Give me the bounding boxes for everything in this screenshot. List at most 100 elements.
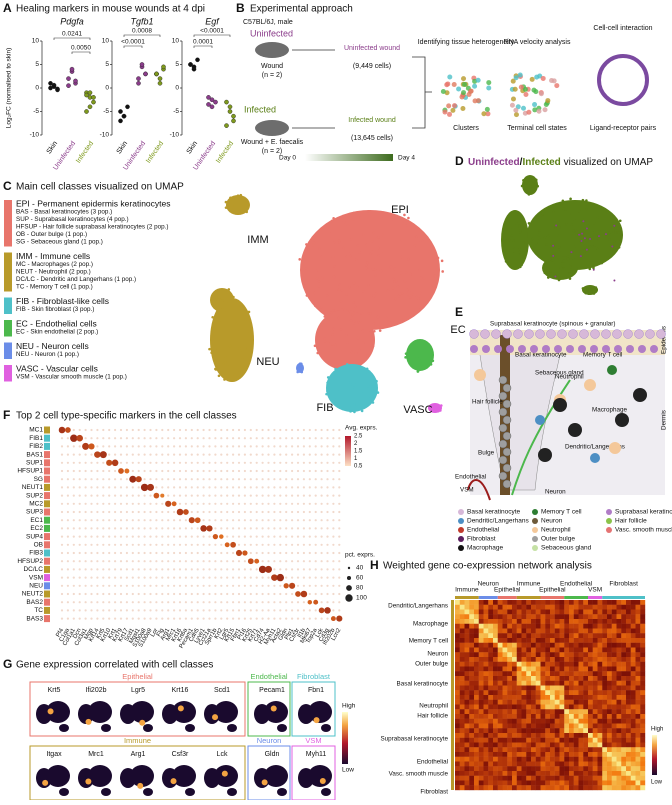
heatmap-cell xyxy=(516,775,522,781)
heatmap-cell xyxy=(459,623,465,629)
heatmap-cell xyxy=(455,609,460,615)
umap-dot xyxy=(562,207,565,211)
heatmap-cell xyxy=(474,604,479,610)
background-dot xyxy=(143,560,146,563)
background-dot xyxy=(119,551,123,555)
heatmap-cell xyxy=(559,623,565,629)
heatmap-cell xyxy=(483,756,489,762)
umap-dot xyxy=(592,268,595,271)
heatmap-cell xyxy=(583,704,589,710)
heatmap-cell xyxy=(521,780,527,786)
background-dot xyxy=(326,584,329,587)
umap-dot xyxy=(351,408,354,412)
background-dot xyxy=(190,502,193,505)
background-dot xyxy=(60,478,64,481)
background-dot xyxy=(208,502,211,505)
umap-dot xyxy=(574,257,578,261)
heatmap-cell xyxy=(483,685,489,691)
heatmap-cell xyxy=(526,671,532,677)
umap-dot xyxy=(526,109,532,115)
row-color xyxy=(44,508,50,516)
heatmap-cell xyxy=(602,652,608,658)
background-dot xyxy=(173,609,176,612)
heatmap-cell xyxy=(497,638,503,643)
heatmap-cell xyxy=(635,709,641,715)
background-dot xyxy=(332,527,335,530)
heatmap-cell xyxy=(497,680,503,686)
cell xyxy=(615,413,629,427)
background-dot xyxy=(273,494,276,497)
heatmap-cell xyxy=(550,704,555,710)
heatmap-cell xyxy=(621,780,627,786)
heatmap-cell xyxy=(611,619,617,624)
row-label: Neuron xyxy=(427,651,448,658)
heatmap-cell xyxy=(497,775,503,781)
heatmap-cell xyxy=(469,690,475,696)
heatmap-cell xyxy=(483,699,489,705)
umap-dot xyxy=(352,211,356,215)
background-dot xyxy=(96,469,99,473)
heatmap-cell xyxy=(626,728,631,734)
background-dot xyxy=(131,486,134,489)
heatmap-cell xyxy=(521,652,527,658)
umap-dot xyxy=(214,333,217,336)
umap-dot xyxy=(413,359,417,363)
heatmap-cell xyxy=(597,723,603,729)
legend-label: Fibroblast xyxy=(467,536,496,543)
background-dot xyxy=(66,568,69,571)
heatmap-cell xyxy=(635,676,641,681)
background-dot xyxy=(308,469,311,473)
heatmap-cell xyxy=(630,633,636,639)
umap-silhouette xyxy=(88,765,112,787)
heatmap-cell xyxy=(635,742,641,748)
umap-dot xyxy=(352,281,356,285)
umap-dot xyxy=(208,347,211,351)
heatmap-cell xyxy=(616,709,622,715)
background-dot xyxy=(90,469,93,473)
background-dot xyxy=(60,502,64,505)
heatmap-cell xyxy=(550,633,555,639)
marker-dot xyxy=(235,549,243,557)
umap-dot xyxy=(439,404,443,407)
heatmap-cell xyxy=(459,742,465,748)
heatmap-cell xyxy=(455,666,460,672)
heatmap-cell xyxy=(531,704,536,710)
heatmap-cell xyxy=(626,685,631,691)
heatmap-cell xyxy=(607,728,612,734)
heatmap-cell xyxy=(630,704,636,710)
heatmap-cell xyxy=(516,652,522,658)
heatmap-cell xyxy=(626,680,631,686)
background-dot xyxy=(102,601,105,604)
background-dot xyxy=(314,453,317,456)
background-dot xyxy=(149,461,152,464)
class-item: DC/LC - Dendritic and Langerhans (1 pop.… xyxy=(16,276,136,283)
background-dot xyxy=(237,461,241,464)
heatmap-cell xyxy=(516,695,522,700)
background-dot xyxy=(226,502,229,505)
heatmap-cell xyxy=(626,628,631,634)
row-color xyxy=(44,442,50,450)
heatmap-cell xyxy=(592,638,598,643)
umap-dot xyxy=(326,381,329,385)
umap-dot xyxy=(232,198,235,201)
legend-swatch xyxy=(532,527,538,533)
heatmap-cell xyxy=(535,733,541,738)
heatmap-cell xyxy=(483,633,489,639)
column-group-label: Fibroblast xyxy=(609,581,638,588)
heatmap-cell xyxy=(502,666,508,672)
schematic-label: Bulge xyxy=(478,450,495,457)
heatmap-cell xyxy=(545,699,551,705)
background-dot xyxy=(96,568,99,571)
background-dot xyxy=(208,453,211,456)
heatmap-cell xyxy=(540,657,546,662)
umap-dot xyxy=(300,370,304,374)
background-dot xyxy=(220,478,223,481)
background-dot xyxy=(255,461,258,464)
heatmap-cell xyxy=(516,733,522,738)
background-dot xyxy=(285,494,288,497)
heatmap-cell xyxy=(521,766,527,772)
umap-silhouette xyxy=(321,724,331,732)
heatmap-cell xyxy=(621,737,627,743)
heatmap-cell xyxy=(493,771,498,776)
heatmap-cell xyxy=(559,685,565,691)
